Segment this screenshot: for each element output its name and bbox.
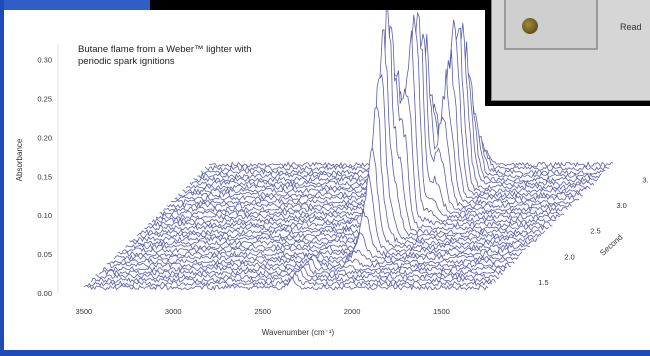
spectrum-trace: [83, 276, 489, 291]
trace-fill: [114, 232, 519, 266]
x-tick-label: 3500: [76, 307, 93, 316]
z-tick-label: 2.5: [590, 227, 600, 236]
spectrum-trace: [144, 25, 549, 231]
spectrum-trace: [133, 73, 538, 243]
waterfall-chart: Butane flame from a Weber™ lighter with …: [15, 10, 648, 337]
x-tick-label: 2500: [254, 307, 271, 316]
trace-fill: [201, 123, 606, 180]
chart-title-line: Butane flame from a Weber™ lighter with: [78, 44, 252, 55]
inset-window: Read: [485, 0, 650, 106]
spectrum-trace: [87, 271, 493, 288]
spectrum-trace: [117, 210, 523, 258]
spectrum-trace: [136, 28, 542, 239]
x-axis: 3500 3000 2500 2000 1500: [76, 307, 450, 316]
y-axis-label: Absorbance: [15, 138, 24, 181]
x-tick-label: 3000: [165, 307, 182, 316]
y-tick-label: 0.25: [37, 94, 52, 103]
trace-fill: [83, 277, 489, 295]
spectrum-trace: [113, 231, 519, 262]
z-tick-label: 3.5: [642, 175, 648, 184]
z-axis: 1.5 2.0 2.5 3.0 3.5: [538, 175, 648, 287]
chart-title: Butane flame from a Weber™ lighter with …: [78, 44, 252, 67]
trace-fill: [208, 148, 613, 172]
y-tick-label: 0.30: [37, 56, 52, 65]
y-tick-label: 0.10: [37, 211, 52, 220]
x-tick-label: 2000: [344, 307, 361, 316]
inset-window-body: Read: [491, 0, 650, 101]
spectrum-trace: [129, 106, 534, 247]
z-tick-label: 3.0: [616, 201, 626, 210]
x-axis-label: Wavenumber (cm⁻¹): [262, 328, 335, 337]
trace-fill: [110, 250, 515, 269]
y-tick-label: 0.15: [37, 172, 52, 181]
spectrum-trace: [148, 66, 553, 228]
y-axis: 0.00 0.05 0.10 0.15 0.20 0.25 0.30: [37, 44, 59, 298]
left-edge-strip: [0, 0, 4, 356]
spectrum-trace: [121, 174, 527, 254]
x-tick-label: 1500: [433, 307, 450, 316]
inset-label: Read: [620, 22, 642, 32]
top-left-blue-strip: [0, 0, 150, 10]
inset-panel: [504, 0, 598, 50]
spectrum-trace: [102, 258, 507, 273]
bottom-edge-strip: [0, 350, 650, 356]
chart-title-line: periodic spark ignitions: [78, 56, 175, 67]
z-axis-label: Second: [598, 233, 624, 258]
y-tick-label: 0.20: [37, 133, 52, 142]
y-tick-label: 0.05: [37, 250, 52, 259]
spectrum-trace: [155, 14, 561, 220]
y-tick-label: 0.00: [37, 289, 52, 298]
z-tick-label: 2.0: [564, 252, 574, 261]
spectra-traces: [83, 10, 614, 295]
top-edge-strip: [0, 0, 650, 10]
knob-icon[interactable]: [522, 18, 538, 34]
spectrum-trace: [151, 30, 557, 224]
z-tick-label: 1.5: [538, 278, 548, 287]
